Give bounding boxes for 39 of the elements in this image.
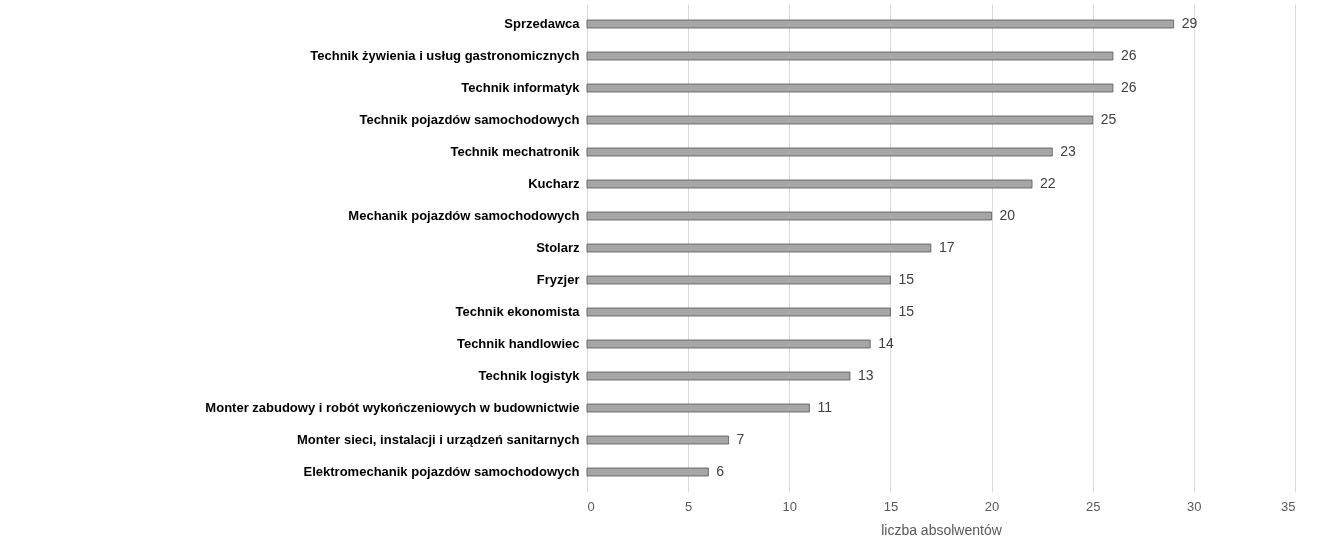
y-tick-label: Monter zabudowy i robót wykończeniowych w budownictwie [205,400,580,415]
data-label: 7 [736,431,745,447]
data-label: 25 [1100,111,1117,127]
x-tick-label: 25 [1085,498,1101,514]
y-tick-label: Stolarz [536,240,580,255]
data-label: 6 [716,463,725,479]
y-tick-label: Technik mechatronik [450,144,581,159]
x-tick-label: 35 [1281,498,1296,514]
y-tick-label: Kucharz [528,176,580,191]
data-label: 13 [857,367,874,383]
x-tick-label: 0 [587,498,595,514]
y-tick-label: Sprzedawca [504,16,581,31]
data-label: 26 [1120,47,1137,63]
data-label: 14 [878,335,894,351]
y-tick-label: Elektromechanik pojazdów samochodowych [303,464,580,479]
x-tick-label: 30 [1187,498,1202,514]
data-label: 29 [1181,15,1198,31]
y-tick-label: Technik logistyk [478,368,581,383]
x-tick-label: 20 [984,498,1000,514]
y-tick-label: Monter sieci, instalacji i urządzeń sanitarnych [297,432,580,447]
data-label: 17 [938,239,955,255]
y-tick-label: Technik handlowiec [456,336,580,351]
y-tick-label: Technik pojazdów samochodowych [359,112,580,127]
data-label: 11 [817,399,833,415]
data-label: 20 [999,207,1016,223]
data-label: 15 [898,271,915,287]
x-tick-label: 5 [685,498,693,514]
data-label: 26 [1120,79,1137,95]
x-tick-label: 10 [782,498,798,514]
data-label: 22 [1040,175,1056,191]
x-axis-title: liczba absolwentów [881,521,1003,538]
x-tick-label: 15 [883,498,899,514]
y-tick-label: Technik żywienia i usług gastronomicznych [310,48,580,63]
y-tick-label: Technik ekonomista [455,304,581,319]
data-label: 15 [898,303,915,319]
data-label: 23 [1060,143,1077,159]
y-tick-label: Mechanik pojazdów samochodowych [348,208,580,223]
y-tick-label: Fryzjer [536,272,580,287]
y-tick-label: Technik informatyk [461,80,581,95]
